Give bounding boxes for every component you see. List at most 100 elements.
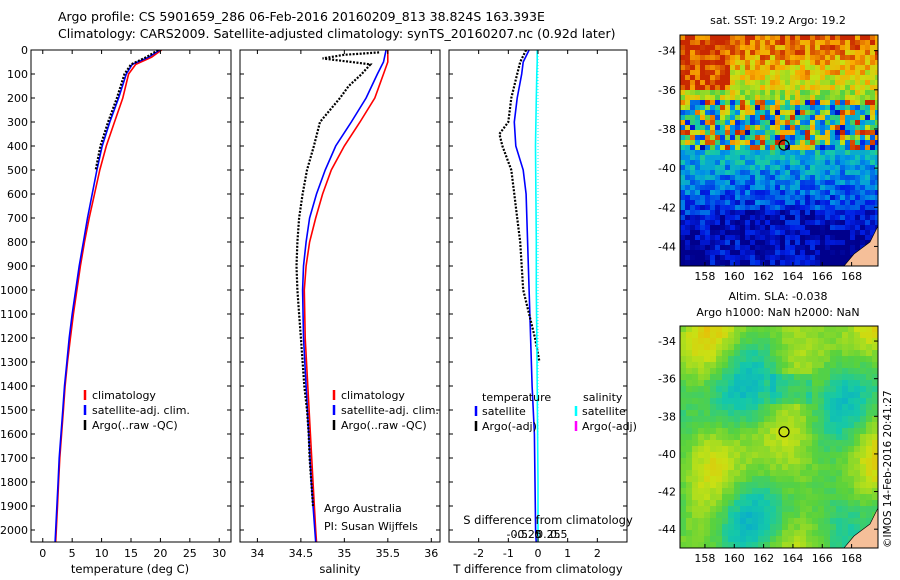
map-cell: [865, 195, 871, 201]
map-cell: [865, 240, 871, 246]
map-cell: [730, 160, 736, 166]
map-cell: [782, 458, 789, 465]
map-lat-label: -44: [658, 523, 676, 536]
map-cell: [715, 120, 721, 126]
map-cell: [865, 205, 871, 211]
map-cell: [875, 120, 878, 126]
map-cell: [695, 50, 701, 56]
map-cell: [870, 165, 876, 171]
map-cell: [735, 235, 741, 241]
map-cell: [780, 140, 786, 146]
map-cell: [870, 65, 876, 71]
map-cell: [806, 476, 813, 483]
map-cell: [782, 368, 789, 375]
map-cell: [790, 120, 796, 126]
map-cell: [810, 220, 816, 226]
map-cell: [740, 452, 747, 459]
map-cell: [758, 512, 765, 519]
map-cell: [790, 100, 796, 106]
map-cell: [728, 416, 735, 423]
map-cell: [730, 150, 736, 156]
map-cell: [680, 344, 687, 351]
x2-tick-label: 0: [535, 528, 542, 541]
map-cell: [715, 205, 721, 211]
map-cell: [716, 518, 723, 525]
map-cell: [840, 230, 846, 236]
map-cell: [845, 170, 851, 176]
map-cell: [830, 190, 836, 196]
map-cell: [805, 175, 811, 181]
map-cell: [785, 85, 791, 91]
map-cell: [855, 155, 861, 161]
map-cell: [705, 80, 711, 86]
map-cell: [735, 155, 741, 161]
map-cell: [835, 145, 841, 151]
map-cell: [875, 110, 878, 116]
map-cell: [865, 50, 871, 56]
map-cell: [770, 386, 777, 393]
map-cell: [710, 230, 716, 236]
map-cell: [810, 115, 816, 121]
map-cell: [810, 100, 816, 106]
map-cell: [870, 85, 876, 91]
map-cell: [692, 404, 699, 411]
map-cell: [700, 90, 706, 96]
map-cell: [775, 185, 781, 191]
map-cell: [800, 210, 806, 216]
map-cell: [686, 434, 693, 441]
map-cell: [758, 410, 765, 417]
series-line-temperature-argo-adj-: [498, 50, 541, 363]
map-cell: [715, 145, 721, 151]
map-cell: [722, 392, 729, 399]
map-cell: [704, 392, 711, 399]
map-lat-label: -44: [658, 240, 676, 253]
x-tick-label: 15: [124, 547, 138, 560]
map-cell: [760, 245, 766, 251]
map-cell: [860, 60, 866, 66]
map-cell: [818, 446, 825, 453]
map-cell: [835, 105, 841, 111]
depth-tick-label: 400: [7, 140, 28, 153]
map-cell: [700, 140, 706, 146]
map-cell: [800, 240, 806, 246]
map-cell: [704, 470, 711, 477]
map-cell: [700, 115, 706, 121]
series-line-argo-raw-qc-: [295, 51, 380, 507]
map-cell: [760, 225, 766, 231]
map-cell: [776, 368, 783, 375]
map-cell: [734, 464, 741, 471]
map-cell: [824, 344, 831, 351]
map-cell: [760, 35, 766, 41]
map-cell: [710, 225, 716, 231]
map-cell: [728, 338, 735, 345]
map-cell: [710, 386, 717, 393]
map-cell: [866, 386, 873, 393]
map-cell: [805, 240, 811, 246]
map-cell: [825, 60, 831, 66]
map-cell: [722, 518, 729, 525]
map-cell: [770, 512, 777, 519]
map-cell: [855, 195, 861, 201]
map-cell: [785, 130, 791, 136]
map-cell: [745, 100, 751, 106]
map-cell: [720, 60, 726, 66]
map-cell: [780, 190, 786, 196]
map-cell: [810, 195, 816, 201]
map-cell: [785, 180, 791, 186]
map-cell: [734, 524, 741, 531]
map-cell: [800, 446, 807, 453]
map-cell: [704, 338, 711, 345]
map-cell: [825, 50, 831, 56]
map-cell: [692, 410, 699, 417]
map-cell: [855, 85, 861, 91]
map-cell: [875, 180, 878, 186]
map-cell: [735, 85, 741, 91]
map-cell: [695, 150, 701, 156]
map-cell: [800, 40, 806, 46]
map-cell: [728, 362, 735, 369]
map-cell: [728, 446, 735, 453]
map-cell: [824, 488, 831, 495]
map-cell: [836, 392, 843, 399]
map-cell: [782, 446, 789, 453]
map-cell: [690, 160, 696, 166]
